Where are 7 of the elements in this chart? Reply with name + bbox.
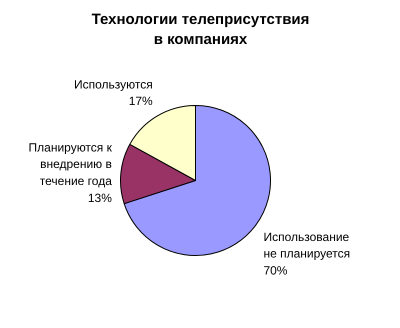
data-label: 70% <box>263 263 288 278</box>
slice-label: Планируются к внедрению в течение года <box>28 140 113 188</box>
data-label: 17% <box>128 94 154 108</box>
slice-label: Использование не планируется <box>263 230 350 261</box>
chart-title: Технологии телеприсутствия в компаниях <box>92 10 310 48</box>
data-label: 13% <box>88 190 112 205</box>
slice-label: Используются <box>74 77 153 92</box>
